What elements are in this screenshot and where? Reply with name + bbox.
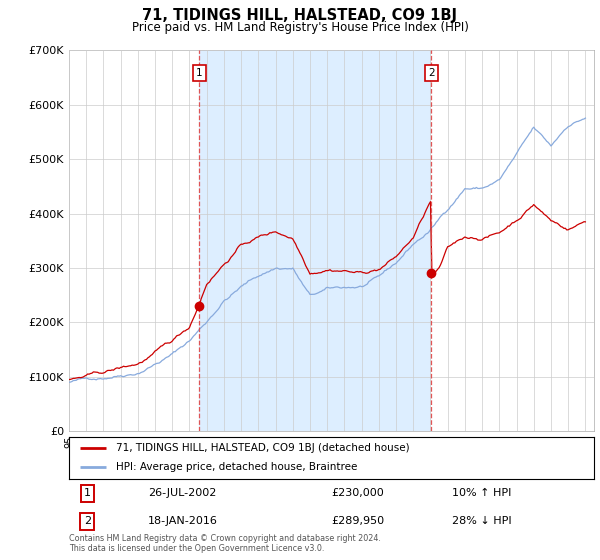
Text: 2: 2 [84, 516, 91, 526]
Text: 1: 1 [84, 488, 91, 498]
Text: 26-JUL-2002: 26-JUL-2002 [148, 488, 216, 498]
Text: 71, TIDINGS HILL, HALSTEAD, CO9 1BJ: 71, TIDINGS HILL, HALSTEAD, CO9 1BJ [143, 8, 458, 24]
Text: 71, TIDINGS HILL, HALSTEAD, CO9 1BJ (detached house): 71, TIDINGS HILL, HALSTEAD, CO9 1BJ (det… [116, 443, 410, 453]
Text: 28% ↓ HPI: 28% ↓ HPI [452, 516, 512, 526]
Text: Price paid vs. HM Land Registry's House Price Index (HPI): Price paid vs. HM Land Registry's House … [131, 21, 469, 34]
Text: 18-JAN-2016: 18-JAN-2016 [148, 516, 218, 526]
Text: Contains HM Land Registry data © Crown copyright and database right 2024.
This d: Contains HM Land Registry data © Crown c… [69, 534, 381, 553]
Bar [199, 50, 431, 431]
Text: 1: 1 [196, 68, 203, 78]
Text: £289,950: £289,950 [331, 516, 385, 526]
Text: HPI: Average price, detached house, Braintree: HPI: Average price, detached house, Brai… [116, 463, 358, 473]
Text: £230,000: £230,000 [331, 488, 384, 498]
Text: 2: 2 [428, 68, 434, 78]
Text: 10% ↑ HPI: 10% ↑ HPI [452, 488, 512, 498]
